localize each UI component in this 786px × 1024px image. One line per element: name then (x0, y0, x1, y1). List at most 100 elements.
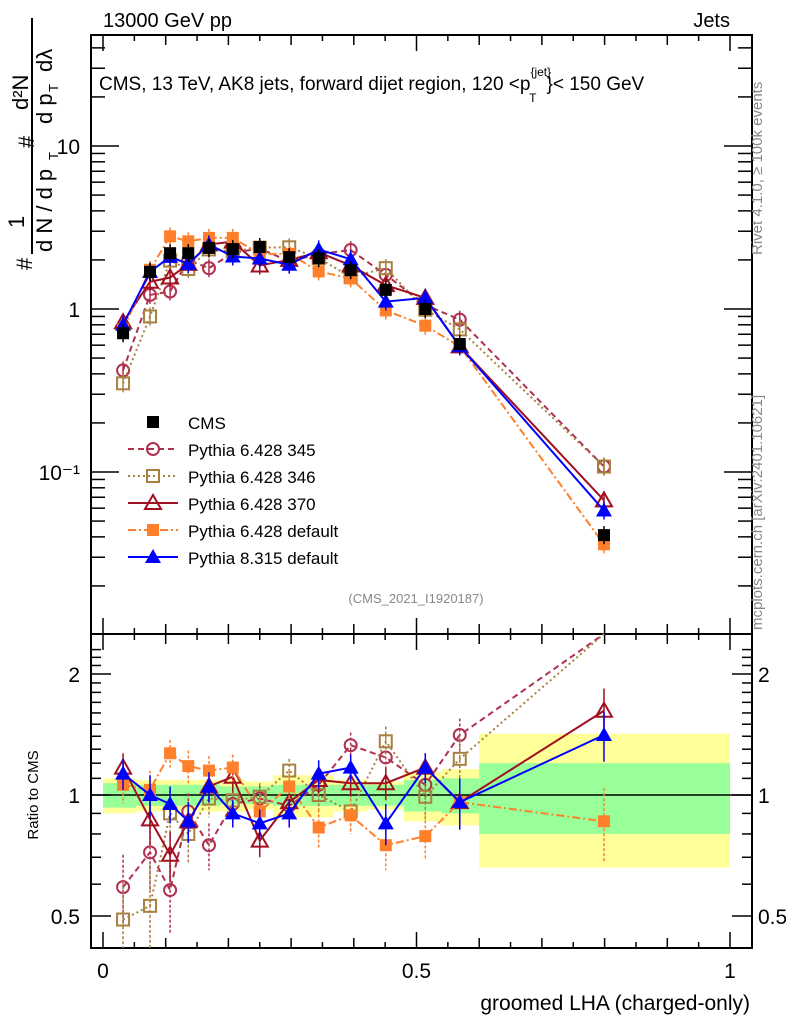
legend-label: Pythia 8.315 default (188, 549, 339, 568)
ratio-point-p8def (200, 778, 217, 793)
data-point-p6def (182, 235, 195, 248)
legend-label: CMS (188, 414, 226, 433)
ratio-point-p8def (310, 765, 327, 780)
axis-ticks: 0 0.5 1 10 1 10⁻¹ 2 2 1 1 0.5 0.5 (39, 35, 786, 983)
ratio-series (113, 633, 614, 948)
ratio-point-p8def (281, 805, 298, 820)
legend-item-p346: Pythia 6.428 346 (128, 468, 316, 487)
data-point-p6def (226, 231, 239, 244)
header-right: Jets (693, 10, 730, 32)
legend-label: Pythia 6.428 346 (188, 468, 316, 487)
data-point-p6def (597, 538, 610, 551)
ratio-point-p345 (143, 845, 158, 860)
ratio-point-p6def (164, 747, 177, 760)
legend-item-p6def: Pythia 6.428 default (128, 522, 339, 541)
data-point-p6def (312, 265, 325, 278)
x-tick-label: 1 (724, 960, 736, 983)
ratio-point-p346 (378, 734, 393, 749)
ratio-point-p345 (201, 838, 216, 853)
data-point-cms (597, 529, 610, 542)
ratio-point-p6def (226, 761, 239, 774)
ratio-point-p370 (140, 809, 160, 827)
data-point-cms (117, 327, 130, 340)
data-point-cms (226, 243, 239, 256)
series-cms (117, 238, 610, 545)
ratio-y-tick-label-right: 1 (758, 785, 770, 808)
legend-item-p8def: Pythia 8.315 default (128, 549, 339, 568)
ratio-point-p8def (377, 815, 394, 830)
ratio-point-p346 (452, 751, 467, 766)
ratio-ylabel: Ratio to CMS (25, 750, 42, 839)
ratio-point-p8def (595, 727, 612, 742)
data-point-p8def (180, 255, 197, 270)
ratio-point-p8def (342, 759, 359, 774)
ratio-point-p6def (182, 760, 195, 773)
data-point-cms (202, 241, 215, 254)
ratio-point-p8def (142, 787, 159, 801)
legend-label: Pythia 6.428 370 (188, 495, 316, 514)
data-point-p8def (595, 502, 612, 517)
analysis-watermark: (CMS_2021_I1920187) (348, 591, 483, 606)
data-point-p6def (419, 319, 432, 332)
data-point-cms (182, 247, 195, 260)
ratio-line-p345 (122, 633, 605, 893)
legend-marker-p346 (146, 469, 160, 483)
title-text: CMS, 13 TeV, AK8 jets, forward dijet reg… (99, 65, 645, 105)
ratio-series-p8def (115, 711, 612, 846)
ratio-point-p8def (451, 794, 468, 809)
ylabel-num: d²N (8, 75, 33, 110)
ratio-point-p345 (163, 883, 178, 898)
x-tick-label: 0 (97, 960, 109, 983)
main-y-tick-label: 1 (68, 299, 80, 322)
legend-item-cms: CMS (147, 414, 226, 433)
legend-label: Pythia 6.428 default (188, 522, 339, 541)
ratio-y-tick-label-left: 2 (68, 664, 80, 687)
ylabel-den2: d p (32, 93, 57, 124)
ratio-point-p346 (143, 898, 158, 913)
data-point-p8def (251, 250, 268, 265)
data-point-p346 (378, 261, 393, 276)
ratio-point-p8def (180, 813, 197, 828)
ratio-point-p370 (340, 773, 361, 791)
data-point-cms (144, 265, 157, 278)
data-point-cms (312, 252, 325, 265)
ratio-point-p345 (343, 738, 358, 753)
header-left: 13000 GeV pp (103, 10, 232, 32)
main-ylabel: # 1 d N / d p T # d²N d p T dλ (4, 18, 61, 270)
ratio-point-p346 (418, 789, 433, 804)
legend-marker-p370 (143, 492, 163, 510)
series-line-p346 (122, 246, 605, 468)
data-point-p345 (201, 261, 216, 276)
data-point-cms (164, 247, 177, 260)
legend-marker-p6def (147, 524, 159, 536)
main-y-tick-label: 10⁻¹ (39, 462, 80, 485)
ratio-point-p8def (251, 815, 268, 830)
ratio-point-p370 (250, 830, 270, 848)
data-point-cms (419, 303, 432, 315)
legend-marker-p8def (145, 549, 161, 563)
data-point-p346 (596, 459, 611, 474)
data-point-p6def (164, 230, 177, 243)
series-line-p345 (122, 247, 605, 468)
legend: CMS Pythia 6.428 345 Pythia 6.428 346 Pythi… (128, 414, 339, 568)
data-point-p8def (310, 241, 327, 256)
main-series (113, 227, 614, 554)
ratio-frame (90, 633, 753, 949)
legend-item-p345: Pythia 6.428 345 (128, 441, 316, 460)
ylabel-den2-tail: dλ (32, 49, 57, 72)
data-point-cms (344, 264, 357, 277)
ratio-point-p8def (224, 805, 241, 820)
ratio-point-p8def (417, 759, 434, 774)
data-point-cms (379, 283, 392, 296)
ylabel-den-sub: T (46, 152, 61, 160)
legend-marker-cms (147, 416, 159, 428)
ratio-point-p6def (419, 830, 432, 843)
x-tick-label: 0.5 (402, 960, 431, 983)
legend-marker-p345 (146, 442, 160, 456)
ratio-point-p8def (162, 795, 179, 810)
data-point-cms (453, 337, 466, 350)
ratio-point-p370 (376, 773, 396, 791)
ratio-line-p6def (122, 751, 605, 847)
ratio-point-p346 (116, 912, 131, 927)
main-frame (90, 34, 753, 635)
